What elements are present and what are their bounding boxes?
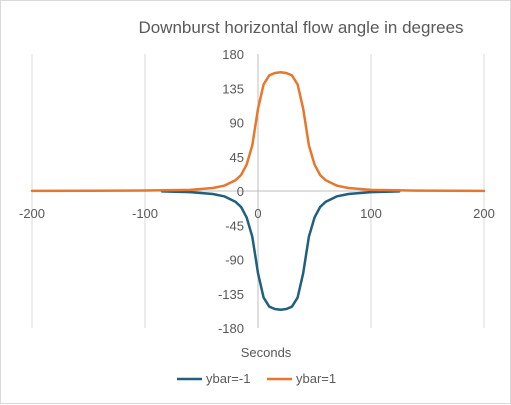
y-tick-label: -180 [218,321,244,336]
legend-item-ybar-neg1: ybar=-1 [177,371,250,386]
x-tick-label: 100 [360,206,382,221]
legend-label: ybar=1 [296,371,336,386]
y-tick-label: 45 [230,150,244,165]
series-lines [30,71,486,311]
series-line-ybar-pos1 [30,71,486,193]
y-tick-label: 135 [222,81,244,96]
legend: ybar=-1 ybar=1 [177,371,336,386]
y-tick-label: 90 [230,116,244,131]
x-tick-label: -100 [132,206,158,221]
y-tick-label: -90 [225,253,244,268]
y-tick-labels: 180 135 90 45 0 -45 -90 -135 -180 [218,47,244,336]
legend-item-ybar-pos1: ybar=1 [267,371,336,386]
x-tick-labels: -200 -100 0 100 200 [19,206,495,221]
chart-title: Downburst horizontal flow angle in degre… [138,18,463,37]
legend-label: ybar=-1 [206,371,250,386]
y-tick-label: -135 [218,287,244,302]
x-tick-label: 200 [473,206,495,221]
y-tick-label: 0 [237,184,244,199]
series-line-ybar-neg1 [160,190,401,311]
x-tick-label: 0 [254,206,261,221]
x-axis-title: Seconds [241,345,292,360]
y-tick-label: -45 [225,218,244,233]
y-tick-label: 180 [222,47,244,62]
x-tick-label: -200 [19,206,45,221]
